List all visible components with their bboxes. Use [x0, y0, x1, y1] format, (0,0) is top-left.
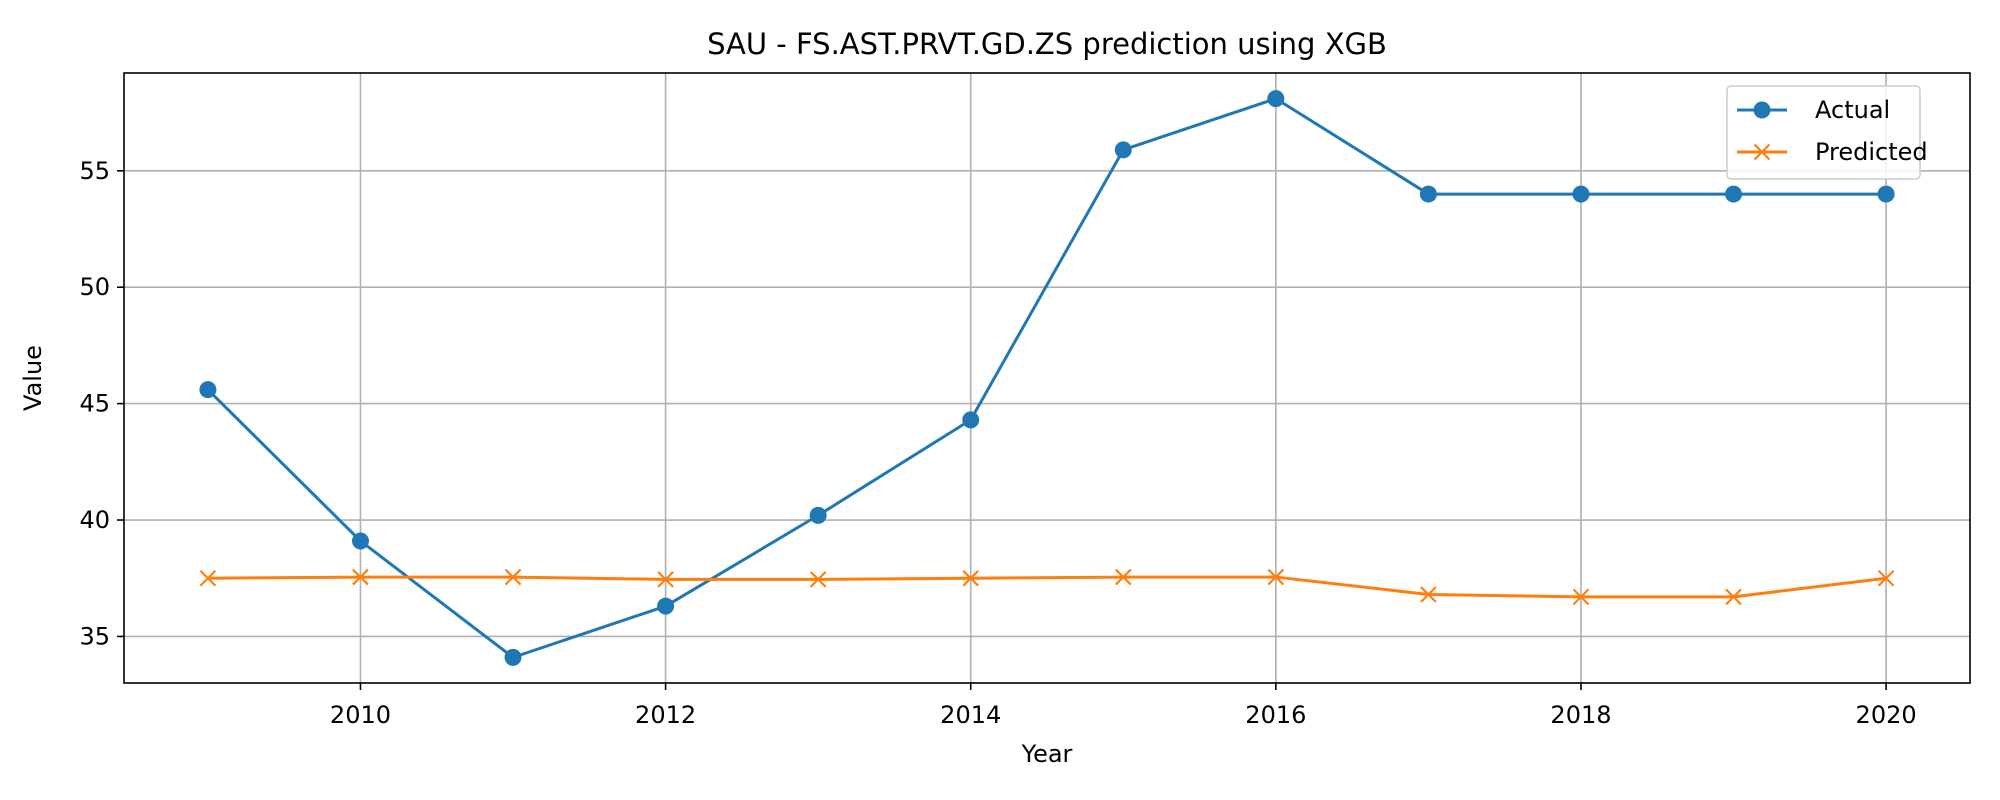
- predicted-point: [1267, 568, 1285, 586]
- actual-point: [504, 648, 522, 666]
- legend-marker: [1753, 101, 1771, 119]
- predicted-line: [207, 575, 1887, 599]
- legend-entry-predicted: Predicted: [1737, 138, 1928, 166]
- x-tick-label: 2018: [1550, 701, 1611, 729]
- predicted-point: [1877, 569, 1895, 587]
- predicted-point: [352, 568, 369, 586]
- x-tick-label: 2020: [1856, 701, 1917, 729]
- legend-entry-actual: Actual: [1737, 96, 1890, 124]
- predicted-point: [809, 571, 827, 588]
- series-actual: [199, 90, 1895, 666]
- plot-frame: [123, 72, 1971, 684]
- x-tick-label: 2012: [635, 701, 696, 729]
- actual-point: [1725, 185, 1743, 203]
- actual-point: [1572, 185, 1590, 203]
- predicted-point: [962, 569, 979, 587]
- series-layer: [199, 90, 1895, 666]
- x-axis-title: Year: [1021, 740, 1073, 768]
- y-tick-label: 35: [79, 622, 110, 650]
- legend-label: Actual: [1815, 96, 1890, 124]
- legend: Actual Predicted: [1726, 85, 1928, 180]
- predicted-point: [199, 569, 217, 587]
- actual-point: [809, 506, 827, 524]
- actual-point: [1419, 185, 1437, 203]
- y-tick-label: 50: [79, 273, 110, 301]
- actual-point: [657, 597, 675, 615]
- predicted-point: [1420, 586, 1437, 603]
- y-tick-label: 45: [79, 390, 110, 418]
- actual-point: [1267, 90, 1285, 108]
- x-tick-label: 2014: [940, 701, 1001, 729]
- actual-point: [962, 411, 980, 429]
- y-axis-title: Value: [19, 345, 47, 411]
- legend-marker: [1753, 143, 1771, 161]
- predicted-point: [1572, 588, 1590, 606]
- x-tick-label: 2010: [330, 701, 391, 729]
- actual-point: [1877, 185, 1895, 203]
- y-tick-label: 40: [79, 506, 110, 534]
- y-tick-label: 55: [79, 157, 110, 185]
- legend-label: Predicted: [1815, 138, 1928, 166]
- actual-line: [206, 97, 1887, 659]
- x-tick-label: 2016: [1245, 701, 1306, 729]
- predicted-point: [657, 571, 674, 588]
- chart-title: SAU - FS.AST.PRVT.GD.ZS prediction using…: [707, 27, 1387, 61]
- actual-point: [351, 532, 369, 550]
- series-predicted: [199, 568, 1895, 606]
- predicted-point: [504, 568, 522, 586]
- predicted-point: [1115, 568, 1132, 586]
- predicted-point: [1725, 588, 1742, 606]
- ticks: 2010 2012 2014 2016 2018 2020 35 40 45 50 55: [79, 157, 1916, 729]
- actual-point: [199, 381, 217, 399]
- actual-point: [1114, 141, 1132, 159]
